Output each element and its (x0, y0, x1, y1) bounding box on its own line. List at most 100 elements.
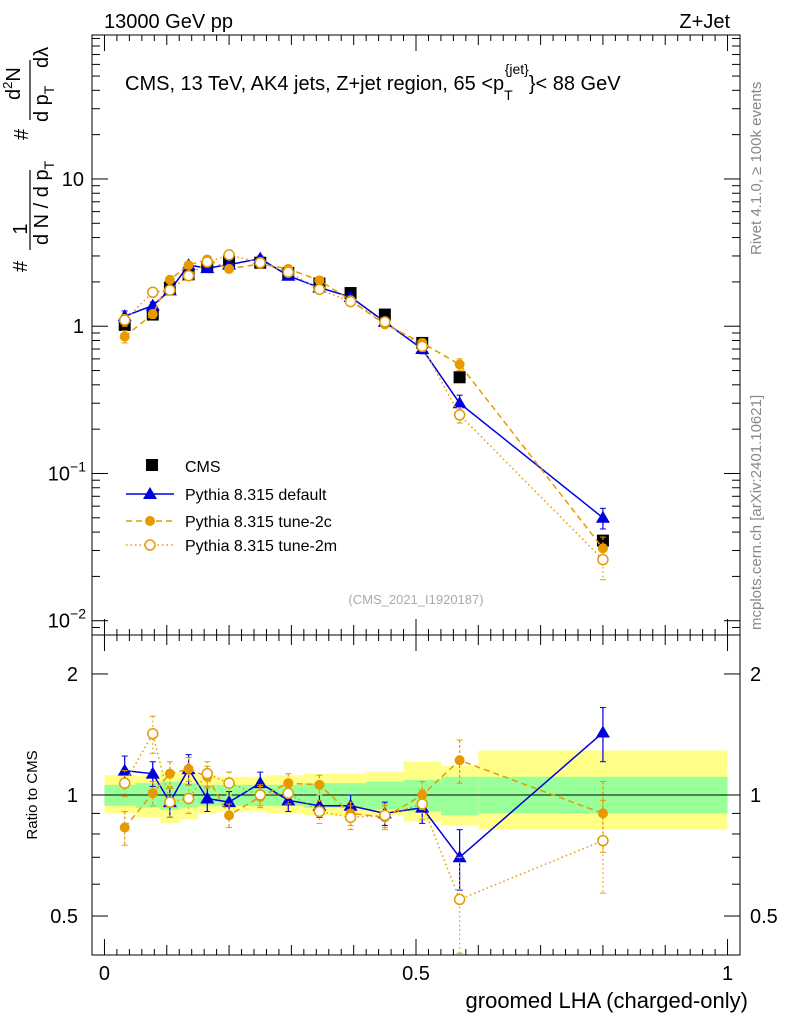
ratio-point-pythia-8-315-tune-2m (223, 777, 235, 789)
ratio-point-pythia-8-315-tune-2m (254, 789, 266, 801)
y-label-frac-den: d N / d pT (31, 160, 57, 245)
main-y-axis-label: # 1 d N / d pT # d pT d2N dλ (0, 47, 57, 272)
legend-marker-default (143, 487, 157, 499)
main-marks (117, 249, 610, 581)
main-y-tick-label: 10 (62, 169, 84, 191)
ratio-point-pythia-8-315-default (117, 763, 132, 776)
main-panel: 10−2 10−1 1 10 CMS, 13 TeV, AK4 jets, Z+jet… (0, 34, 741, 636)
ratio-point-pythia-8-315-tune-2c (119, 822, 130, 833)
main-y-tick-label: 10−2 (48, 606, 86, 633)
main-line-pythia-8-315-tune-2c (124, 258, 604, 549)
ratio-point-pythia-8-315-default (222, 795, 237, 808)
ratio-y-tick-label: 0.5 (50, 906, 78, 928)
ratio-point-pythia-8-315-tune-2m (282, 787, 295, 800)
main-point-pythia-8-315-tune-2m (147, 286, 159, 299)
x-axis-label: groomed LHA (charged-only) (466, 988, 748, 1013)
main-y-tick-label: 1 (73, 316, 84, 338)
rivet-version-label: Rivet 4.1.0, ≥ 100k events (748, 82, 765, 255)
main-point-pythia-8-315-tune-2m (416, 340, 428, 353)
legend-label-tune-2m: Pythia 8.315 tune-2m (185, 538, 337, 555)
ratio-y-tick-label-right: 2 (750, 664, 761, 686)
ratio-point-pythia-8-315-tune-2m (201, 767, 214, 780)
main-point-pythia-8-315-tune-2c (314, 275, 325, 286)
ratio-y-axis-label: Ratio to CMS (24, 750, 41, 839)
ratio-y-tick-label-right: 1 (750, 785, 761, 807)
ratio-line-pythia-8-315-tune-2m (124, 731, 604, 901)
ratio-point-pythia-8-315-tune-2m (344, 811, 357, 824)
main-point-pythia-8-315-tune-2c (597, 543, 608, 554)
main-y-tick-label: 10−1 (48, 458, 86, 485)
ratio-y-ticks: 0.5 0.5 1 1 2 2 (50, 664, 778, 956)
ratio-point-pythia-8-315-tune-2c (224, 810, 235, 821)
legend-label-tune-2c: Pythia 8.315 tune-2c (185, 514, 332, 531)
main-point-pythia-8-315-tune-2m (164, 284, 176, 296)
main-point-pythia-8-315-default (452, 396, 467, 409)
main-line-pythia-8-315-default (124, 257, 604, 519)
y-label-d2n: d2N (0, 67, 25, 100)
legend-marker-cms (146, 459, 158, 471)
ratio-point-pythia-8-315-default (452, 850, 467, 863)
main-point-pythia-8-315-tune-2m (313, 283, 326, 296)
y-label-hash: # (10, 260, 32, 272)
main-line-pythia-8-315-tune-2m (124, 254, 604, 561)
main-point-pythia-8-315-tune-2m (254, 256, 266, 269)
main-point-pythia-8-315-default (595, 510, 610, 523)
legend: CMS Pythia 8.315 default Pythia 8.315 tu… (126, 459, 337, 555)
ratio-point-pythia-8-315-tune-2m (182, 792, 195, 805)
ratio-point-pythia-8-315-tune-2c (454, 755, 465, 766)
x-tick-label: 0.5 (402, 963, 430, 985)
ratio-bands (104, 750, 728, 830)
main-point-pythia-8-315-tune-2m (597, 553, 609, 566)
y-label-frac-num: 1 (10, 223, 32, 234)
main-point-pythia-8-315-tune-2m (118, 314, 131, 326)
ratio-point-pythia-8-315-default (281, 793, 296, 806)
y-label-dlambda: dλ (31, 47, 53, 68)
ratio-point-pythia-8-315-tune-2m (147, 728, 159, 740)
main-x-ticks (103, 35, 729, 635)
ratio-marks (117, 707, 610, 954)
main-point-pythia-8-315-tune-2m (379, 316, 391, 328)
analysis-id: (CMS_2021_I1920187) (348, 592, 483, 607)
ratio-point-pythia-8-315-tune-2m (164, 796, 176, 808)
ratio-point-pythia-8-315-tune-2c (597, 808, 608, 819)
ratio-point-pythia-8-315-tune-2c (314, 779, 325, 790)
main-point-pythia-8-315-tune-2c (454, 359, 465, 370)
ratio-panel: 0.5 0.51 12 2 0 0.5 1 Ratio to CMS groomed LH… (24, 634, 778, 1013)
main-point-pythia-8-315-tune-2c (119, 331, 130, 342)
ratio-y-tick-label-right: 0.5 (750, 906, 778, 928)
legend-label-default: Pythia 8.315 default (185, 487, 327, 504)
ratio-point-pythia-8-315-default (253, 776, 268, 789)
ratio-point-pythia-8-315-tune-2c (183, 764, 194, 775)
ratio-x-ticks: 0 0.5 1 (99, 635, 733, 985)
header-left: 13000 GeV pp (104, 11, 233, 33)
legend-label-cms: CMS (185, 459, 221, 476)
x-tick-label: 0 (99, 963, 110, 985)
ratio-point-pythia-8-315-tune-2m (313, 805, 326, 818)
legend-marker-tune-2c (145, 516, 155, 526)
main-point-pythia-8-315-tune-2m (282, 266, 295, 278)
main-point-cms (453, 371, 466, 384)
x-tick-label: 1 (722, 963, 733, 985)
main-point-pythia-8-315-tune-2c (224, 263, 235, 274)
header-right: Z+Jet (679, 11, 730, 33)
ratio-y-tick-label: 2 (67, 664, 78, 686)
ratio-point-pythia-8-315-tune-2c (164, 768, 175, 779)
main-point-pythia-8-315-tune-2m (201, 256, 214, 268)
legend-marker-tune-2m (144, 539, 156, 551)
main-point-pythia-8-315-tune-2m (182, 270, 195, 282)
mcplots-label: mcplots.cern.ch [arXiv:2401.10621] (748, 395, 765, 630)
main-point-pythia-8-315-tune-2m (344, 295, 357, 308)
ratio-point-pythia-8-315-default (595, 725, 610, 738)
ratio-y-tick-label: 1 (67, 785, 78, 807)
ratio-point-pythia-8-315-tune-2m (453, 893, 466, 906)
main-point-pythia-8-315-tune-2c (183, 260, 194, 271)
main-point-pythia-8-315-tune-2m (453, 409, 466, 421)
ratio-point-pythia-8-315-tune-2m (597, 834, 609, 847)
ratio-point-pythia-8-315-default (145, 766, 160, 779)
main-point-pythia-8-315-tune-2c (164, 274, 175, 285)
ratio-line-pythia-8-315-default (124, 731, 604, 859)
ratio-point-pythia-8-315-tune-2c (147, 788, 158, 799)
ratio-point-pythia-8-315-default (200, 791, 215, 804)
y-label-hash-2: # (11, 128, 33, 140)
